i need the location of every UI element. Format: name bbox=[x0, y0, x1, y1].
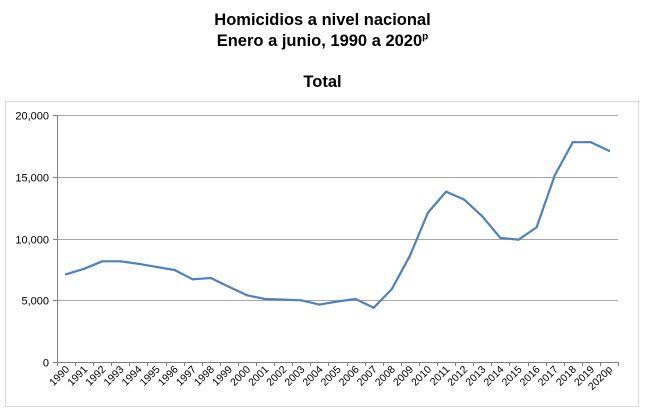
data-point bbox=[426, 211, 430, 214]
main-subtitle-text: Enero a junio, 1990 a 2020 bbox=[216, 32, 423, 50]
y-axis-ticks: 0 5,000 10,000 15,000 20,000 bbox=[15, 111, 49, 370]
data-point bbox=[83, 267, 86, 270]
data-point bbox=[101, 260, 104, 263]
data-point bbox=[155, 265, 158, 268]
data-point bbox=[191, 278, 194, 281]
data-point bbox=[607, 149, 611, 152]
data-point bbox=[137, 262, 140, 265]
data-point bbox=[209, 276, 212, 280]
y-tick-label: 0 bbox=[43, 358, 49, 370]
chart-header: Homicidios a nivel nacional Enero a juni… bbox=[0, 10, 645, 52]
grid bbox=[57, 115, 618, 301]
data-point bbox=[173, 268, 176, 272]
data-point bbox=[553, 174, 556, 177]
data-point bbox=[227, 285, 230, 288]
data-point bbox=[463, 198, 466, 201]
y-tick-label: 20,000 bbox=[15, 111, 49, 123]
preliminary-marker: p bbox=[422, 31, 429, 43]
data-point bbox=[445, 190, 448, 193]
data-point bbox=[264, 297, 267, 301]
data-point bbox=[372, 306, 375, 309]
main-subtitle: Enero a junio, 1990 a 2020p bbox=[0, 31, 645, 52]
data-point bbox=[589, 141, 593, 144]
data-point bbox=[282, 298, 285, 301]
x-axis-ticks: 1990199119921993199419951996199719981999… bbox=[47, 364, 615, 393]
y-tick-label: 5,000 bbox=[21, 296, 49, 308]
data-point bbox=[354, 297, 357, 301]
series-layer bbox=[64, 141, 611, 309]
main-title: Homicidios a nivel nacional bbox=[214, 11, 431, 29]
data-point bbox=[408, 254, 411, 257]
series-line-total bbox=[64, 141, 611, 309]
data-point bbox=[245, 294, 249, 297]
y-tick-label: 10,000 bbox=[15, 235, 49, 247]
data-point bbox=[119, 260, 122, 263]
chart-border bbox=[5, 101, 639, 407]
data-point bbox=[535, 226, 538, 229]
chart-title: Total bbox=[303, 73, 342, 91]
data-point bbox=[300, 299, 303, 302]
data-point bbox=[481, 215, 484, 218]
data-point bbox=[64, 273, 68, 276]
data-point bbox=[571, 141, 574, 144]
data-point bbox=[499, 236, 502, 239]
data-point bbox=[318, 303, 321, 306]
data-point bbox=[517, 238, 520, 241]
y-tick-label: 15,000 bbox=[15, 173, 49, 185]
data-point bbox=[336, 300, 339, 303]
axes bbox=[5, 101, 639, 407]
data-point bbox=[390, 288, 393, 291]
